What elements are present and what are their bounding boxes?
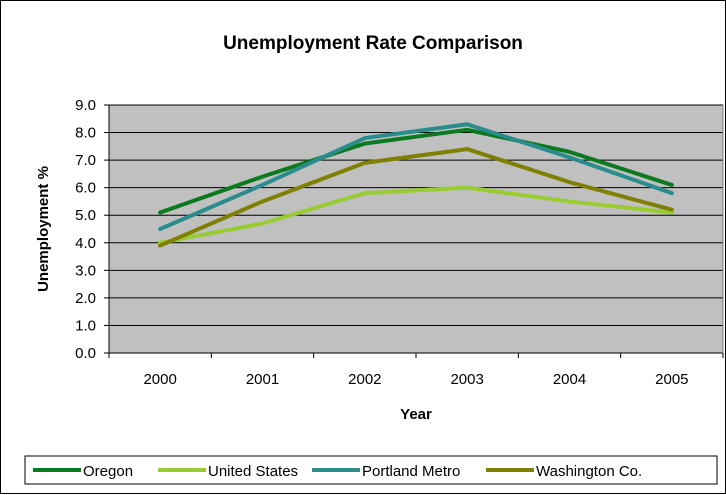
- series-line-oregon: [158, 127, 674, 215]
- legend-label: United States: [208, 463, 298, 480]
- y-tick-label: 9.0: [75, 97, 96, 114]
- series-line-united-states: [158, 185, 674, 245]
- y-tick-label: 2.0: [75, 290, 96, 307]
- series-lines: [158, 122, 674, 248]
- y-tick-label: 7.0: [75, 152, 96, 169]
- plot-area: [109, 105, 723, 353]
- legend-label: Oregon: [83, 463, 133, 480]
- y-axis-ticks: 0.0 1.0 2.0 3.0 4.0 5.0 6.0 7.0 8.0 9.0: [75, 97, 109, 362]
- y-tick-label: 3.0: [75, 262, 96, 279]
- legend-label: Washington Co.: [536, 463, 642, 480]
- x-tick-label: 2001: [246, 371, 279, 388]
- y-tick-label: 1.0: [75, 317, 96, 334]
- legend-box: [24, 455, 718, 485]
- x-tick-label: 2004: [553, 371, 586, 388]
- x-tick-label: 2000: [143, 371, 176, 388]
- y-tick-label: 8.0: [75, 125, 96, 142]
- x-axis-ticks: 2000 2001 2002 2003 2004 2005: [108, 353, 724, 388]
- series-line-washington-co: [158, 147, 674, 248]
- series-line-portland-metro: [158, 122, 674, 231]
- x-tick-label: 2005: [655, 371, 688, 388]
- y-axis-title: Unemployment %: [35, 166, 52, 292]
- legend: Oregon United States Portland Metro Washing…: [33, 463, 642, 480]
- legend-label: Portland Metro: [362, 463, 460, 480]
- y-tick-label: 6.0: [75, 180, 96, 197]
- gridlines: [109, 104, 723, 354]
- x-tick-label: 2003: [450, 371, 483, 388]
- y-tick-label: 4.0: [75, 235, 96, 252]
- x-axis-title: Year: [400, 406, 432, 423]
- chart-title: Unemployment Rate Comparison: [223, 33, 523, 54]
- y-tick-label: 5.0: [75, 207, 96, 224]
- x-tick-label: 2002: [348, 371, 381, 388]
- y-tick-label: 0.0: [75, 345, 96, 362]
